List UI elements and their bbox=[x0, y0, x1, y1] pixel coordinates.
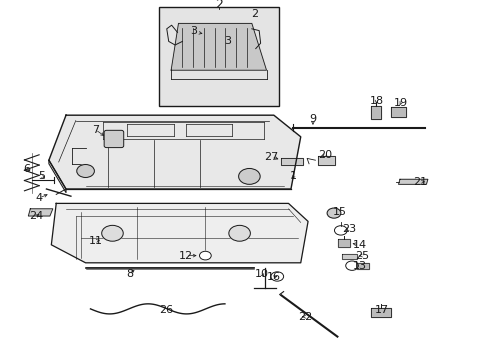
Text: 10: 10 bbox=[254, 269, 268, 279]
Text: 4: 4 bbox=[36, 193, 42, 203]
Text: 21: 21 bbox=[413, 177, 427, 187]
Text: 18: 18 bbox=[369, 96, 383, 106]
Polygon shape bbox=[317, 156, 334, 165]
Polygon shape bbox=[51, 203, 307, 263]
Text: 17: 17 bbox=[374, 305, 387, 315]
Circle shape bbox=[334, 226, 346, 235]
Text: 20: 20 bbox=[318, 150, 331, 160]
Polygon shape bbox=[370, 106, 381, 119]
Circle shape bbox=[77, 165, 94, 177]
FancyBboxPatch shape bbox=[104, 130, 123, 148]
Circle shape bbox=[326, 208, 340, 218]
Polygon shape bbox=[281, 158, 303, 165]
Polygon shape bbox=[338, 239, 349, 247]
Bar bbox=[159, 7, 278, 106]
Circle shape bbox=[238, 168, 260, 184]
Polygon shape bbox=[398, 179, 427, 184]
Polygon shape bbox=[171, 23, 266, 70]
Circle shape bbox=[270, 272, 283, 281]
Text: 25: 25 bbox=[354, 251, 368, 261]
Circle shape bbox=[199, 251, 211, 260]
Text: 8: 8 bbox=[126, 269, 133, 279]
Text: 6: 6 bbox=[23, 164, 30, 174]
Circle shape bbox=[228, 225, 250, 241]
Text: 19: 19 bbox=[393, 98, 407, 108]
Text: 15: 15 bbox=[332, 207, 346, 217]
Text: 13: 13 bbox=[352, 261, 366, 271]
Text: 7: 7 bbox=[92, 125, 99, 135]
Polygon shape bbox=[390, 107, 405, 117]
Text: 26: 26 bbox=[159, 305, 173, 315]
Text: 11: 11 bbox=[88, 236, 102, 246]
Circle shape bbox=[102, 225, 123, 241]
Text: 3: 3 bbox=[224, 36, 230, 46]
Text: 14: 14 bbox=[352, 240, 366, 250]
Polygon shape bbox=[28, 209, 53, 216]
Polygon shape bbox=[49, 115, 300, 189]
Polygon shape bbox=[49, 160, 66, 193]
Text: 23: 23 bbox=[342, 224, 356, 234]
Text: 12: 12 bbox=[179, 251, 192, 261]
Text: 9: 9 bbox=[309, 114, 316, 124]
Text: 22: 22 bbox=[298, 312, 312, 322]
Polygon shape bbox=[356, 263, 368, 269]
Text: 2: 2 bbox=[214, 0, 222, 11]
Text: 3: 3 bbox=[190, 26, 197, 36]
Text: 24: 24 bbox=[29, 211, 44, 221]
Text: 2: 2 bbox=[250, 9, 257, 19]
Circle shape bbox=[345, 261, 358, 270]
Text: 1: 1 bbox=[289, 171, 296, 181]
Polygon shape bbox=[370, 308, 390, 317]
Text: 16: 16 bbox=[266, 272, 280, 282]
Text: 27: 27 bbox=[264, 152, 278, 162]
Polygon shape bbox=[342, 254, 356, 259]
Text: 5: 5 bbox=[38, 171, 45, 181]
